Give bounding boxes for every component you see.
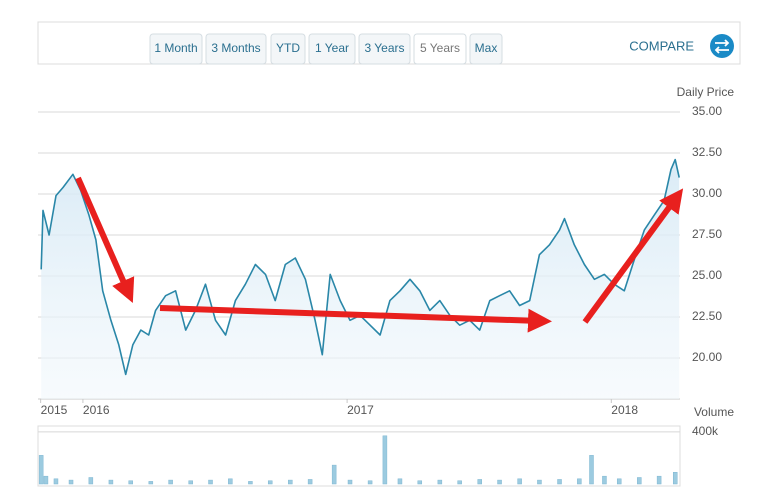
volume-bar: [248, 481, 253, 485]
range-tab[interactable]: 3 Years: [358, 33, 411, 65]
y-axis-title: Daily Price: [677, 85, 735, 99]
tab-label[interactable]: Max: [475, 41, 498, 55]
tab-box[interactable]: [270, 33, 306, 65]
volume-bar: [672, 472, 678, 485]
volume-bar: [616, 478, 622, 485]
y-tick-label: 35.00: [692, 104, 722, 118]
x-tick-label: 2017: [347, 403, 374, 417]
range-tabs: 1 Month 3 Months YTD 1 Year 3 Years 5 Years Ma…: [149, 33, 503, 65]
volume-bar: [437, 479, 443, 485]
volume-bar: [331, 464, 337, 485]
range-tab[interactable]: Max: [469, 33, 503, 65]
y-axis-title: Volume: [694, 405, 734, 419]
volume-bar: [88, 477, 94, 485]
volume-bar: [347, 479, 353, 485]
volume-bar: [188, 480, 193, 485]
annotation-arrows: [75, 176, 684, 333]
range-tab[interactable]: 1 Month: [149, 33, 203, 65]
tab-box[interactable]: [205, 33, 267, 65]
volume-bar: [537, 479, 542, 485]
range-tab[interactable]: 5 Years: [413, 33, 467, 65]
volume-bar: [382, 435, 388, 485]
volume-bar: [288, 479, 293, 485]
price-line: [40, 158, 680, 376]
tab-box[interactable]: [149, 33, 203, 65]
volume-bar: [168, 479, 173, 485]
x-tick-label: 2016: [83, 403, 110, 417]
volume-bar: [517, 478, 522, 485]
range-tab[interactable]: 3 Months: [205, 33, 267, 65]
volume-bar: [43, 475, 49, 485]
volume-bar: [557, 479, 562, 485]
x-tick-label: 2015: [41, 403, 68, 417]
volume-bar: [68, 479, 74, 485]
volume-bar: [602, 475, 607, 485]
tab-box[interactable]: [358, 33, 411, 65]
tab-box[interactable]: [308, 33, 356, 65]
y-tick-label: 32.50: [692, 145, 722, 159]
plots: Daily Price 20.00 22.50 25.00 27.50 30.00 32.5…: [38, 85, 735, 485]
compare-label[interactable]: COMPARE: [629, 38, 694, 53]
y-tick-label: 20.00: [692, 350, 722, 364]
tab-label[interactable]: 1 Year: [315, 41, 349, 55]
volume-bar: [477, 479, 482, 485]
y-tick-label: 27.50: [692, 227, 722, 241]
tab-box[interactable]: [413, 33, 467, 65]
y-tick-label: 30.00: [692, 186, 722, 200]
volume-bar: [417, 480, 423, 485]
volume-bar: [589, 455, 594, 485]
y-tick-label: 22.50: [692, 309, 722, 323]
tab-label[interactable]: 1 Month: [154, 41, 197, 55]
y-tick-label: 400k: [692, 424, 719, 438]
price-area: [41, 159, 680, 399]
volume-bar: [128, 480, 133, 485]
volume-bar: [148, 481, 154, 485]
x-tick-label: 2018: [611, 403, 638, 417]
volume-bar: [108, 479, 114, 485]
tab-box[interactable]: [469, 33, 503, 65]
tab-label[interactable]: 3 Months: [211, 41, 260, 55]
tab-label[interactable]: YTD: [276, 41, 300, 55]
tab-label[interactable]: 5 Years: [420, 41, 460, 55]
volume-bar: [577, 478, 582, 485]
volume-bar: [208, 479, 213, 485]
y-tick-label: 25.00: [692, 268, 722, 282]
tab-label[interactable]: 3 Years: [364, 41, 404, 55]
compare-button[interactable]: [710, 34, 734, 58]
volume-bar: [367, 480, 373, 485]
volume-bar: [397, 478, 403, 485]
range-tab[interactable]: YTD: [270, 33, 306, 65]
volume-bar: [497, 479, 502, 485]
volume-bar: [53, 478, 59, 485]
volume-bar: [656, 475, 662, 485]
volume-frame: [37, 425, 681, 487]
volume-bar: [38, 455, 44, 485]
range-tab[interactable]: 1 Year: [308, 33, 356, 65]
volume-bar: [637, 477, 642, 485]
volume-bar: [228, 478, 233, 485]
volume-bar: [457, 480, 462, 485]
volume-bar: [307, 479, 313, 485]
volume-bar: [267, 480, 273, 485]
